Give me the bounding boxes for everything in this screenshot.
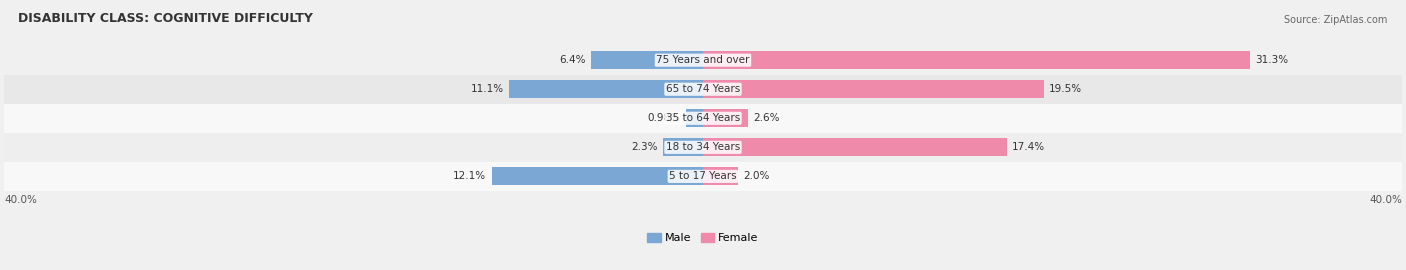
- Legend: Male, Female: Male, Female: [647, 233, 759, 243]
- Bar: [4, 46, 1402, 75]
- Text: Source: ZipAtlas.com: Source: ZipAtlas.com: [1285, 15, 1388, 25]
- Bar: [509, 80, 703, 98]
- Bar: [4, 75, 1402, 104]
- Text: 2.6%: 2.6%: [754, 113, 780, 123]
- Text: 31.3%: 31.3%: [1256, 55, 1288, 65]
- Bar: [662, 138, 703, 156]
- Text: 40.0%: 40.0%: [1369, 195, 1402, 205]
- Bar: [686, 109, 703, 127]
- Text: 5 to 17 Years: 5 to 17 Years: [669, 171, 737, 181]
- Text: 19.5%: 19.5%: [1049, 84, 1083, 94]
- Text: 12.1%: 12.1%: [453, 171, 486, 181]
- Bar: [703, 51, 1250, 69]
- Text: 40.0%: 40.0%: [4, 195, 37, 205]
- Text: 6.4%: 6.4%: [560, 55, 586, 65]
- Text: 17.4%: 17.4%: [1012, 142, 1045, 152]
- Text: 35 to 64 Years: 35 to 64 Years: [666, 113, 740, 123]
- Bar: [4, 162, 1402, 191]
- Bar: [703, 138, 1007, 156]
- Bar: [703, 80, 1043, 98]
- Text: 11.1%: 11.1%: [471, 84, 503, 94]
- Text: DISABILITY CLASS: COGNITIVE DIFFICULTY: DISABILITY CLASS: COGNITIVE DIFFICULTY: [18, 12, 314, 25]
- Bar: [4, 104, 1402, 133]
- Text: 2.0%: 2.0%: [744, 171, 769, 181]
- Bar: [591, 51, 703, 69]
- Text: 2.3%: 2.3%: [631, 142, 658, 152]
- Bar: [4, 133, 1402, 162]
- Bar: [703, 109, 748, 127]
- Bar: [492, 167, 703, 185]
- Text: 75 Years and over: 75 Years and over: [657, 55, 749, 65]
- Text: 18 to 34 Years: 18 to 34 Years: [666, 142, 740, 152]
- Bar: [703, 167, 738, 185]
- Text: 0.98%: 0.98%: [648, 113, 681, 123]
- Text: 65 to 74 Years: 65 to 74 Years: [666, 84, 740, 94]
